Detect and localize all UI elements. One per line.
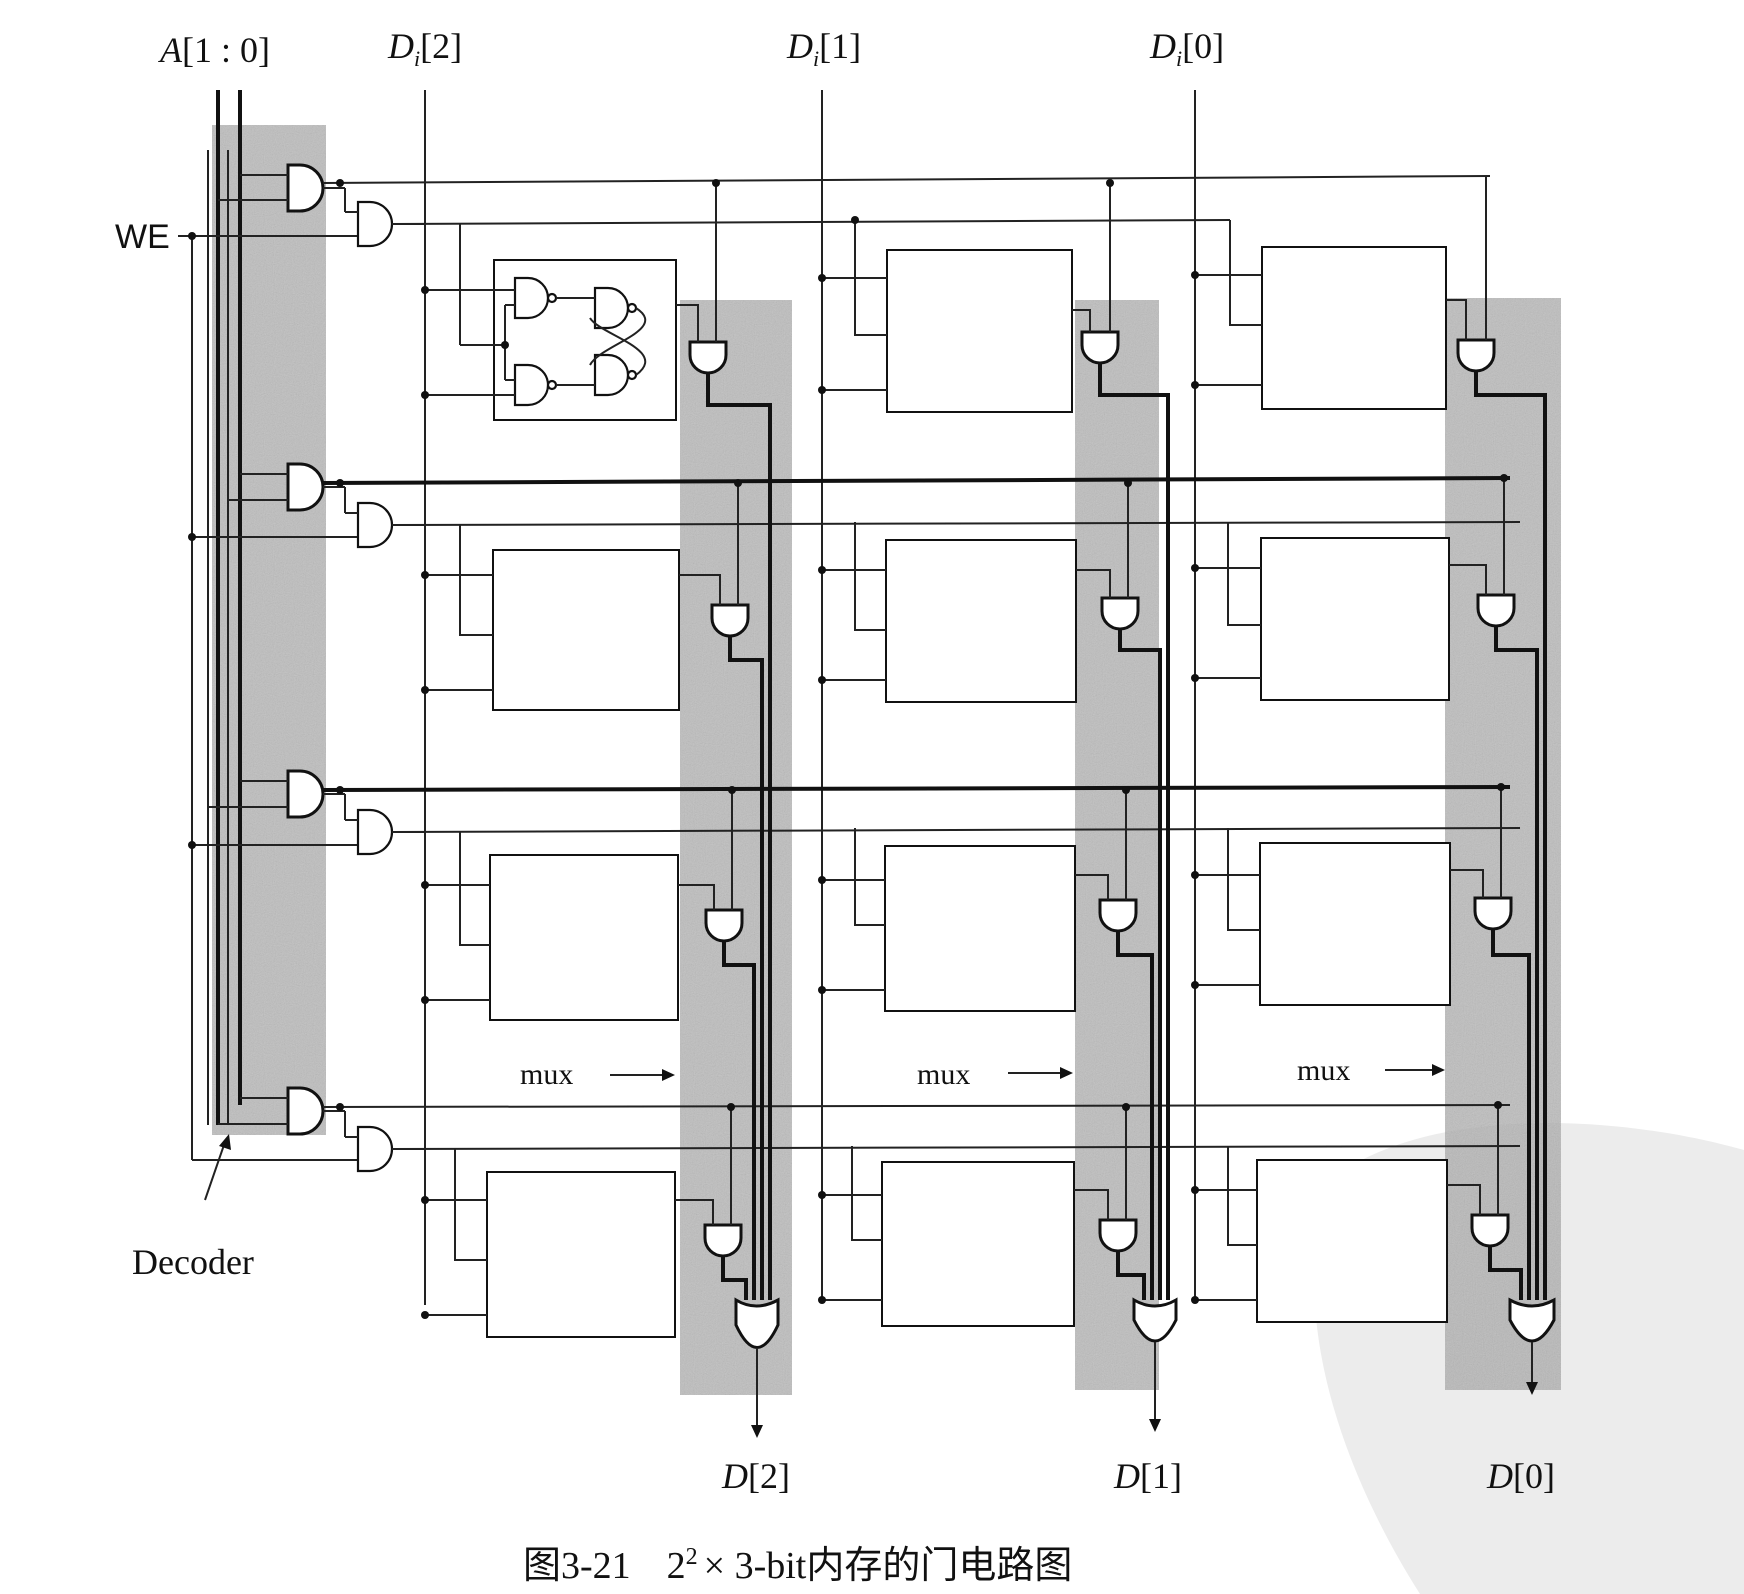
data-out-0-label: D[0] <box>1486 1456 1555 1496</box>
cell-r2-c1 <box>884 845 1076 1012</box>
output-lines <box>751 1342 1538 1438</box>
data-out-1-label: D[1] <box>1113 1456 1182 1496</box>
cell-r3-c0 <box>1256 1159 1448 1323</box>
mux-label-col2: mux <box>520 1058 573 1091</box>
cell-r2-c2 <box>489 854 679 1021</box>
storage-cells <box>486 246 1451 1338</box>
data-in-2-label: Di[2] <box>387 26 462 71</box>
address-label: A[1 : 0] <box>158 30 270 70</box>
read-gates <box>675 176 1516 1258</box>
data-in-0-label: Di[0] <box>1149 26 1224 71</box>
data-in-1-label: Di[1] <box>786 26 861 71</box>
write-enable-lines <box>178 232 362 1161</box>
mux-label-col1: mux <box>917 1058 970 1091</box>
cell-r2-c0 <box>1259 842 1451 1006</box>
cell-r1-c2 <box>492 549 680 711</box>
mux-buses <box>706 363 1547 1300</box>
address-bus <box>207 90 242 1125</box>
mux-label-col0: mux <box>1297 1054 1350 1087</box>
decoder-annotation: Decoder <box>132 1134 254 1282</box>
cell-r3-c1 <box>881 1161 1075 1327</box>
mux-annotations: mux mux mux <box>520 1054 1445 1091</box>
data-out-2-label: D[2] <box>721 1456 790 1496</box>
or-gates <box>734 1297 1556 1349</box>
figure-caption: 图3-21 22 × 3-bit内存的门电路图 <box>523 1544 1072 1587</box>
write-enable-label: WE <box>115 218 170 256</box>
cell-input-wires <box>421 216 1262 1319</box>
cell-r3-c2 <box>486 1171 676 1338</box>
cell-r0-c1 <box>886 249 1073 413</box>
word-lines <box>322 175 1521 1150</box>
cell-r1-c0 <box>1260 537 1450 701</box>
cell-r1-c1 <box>885 539 1077 703</box>
latch-detail <box>421 224 647 407</box>
cell-r0-c0 <box>1261 246 1447 410</box>
decoder-label: Decoder <box>132 1242 254 1282</box>
